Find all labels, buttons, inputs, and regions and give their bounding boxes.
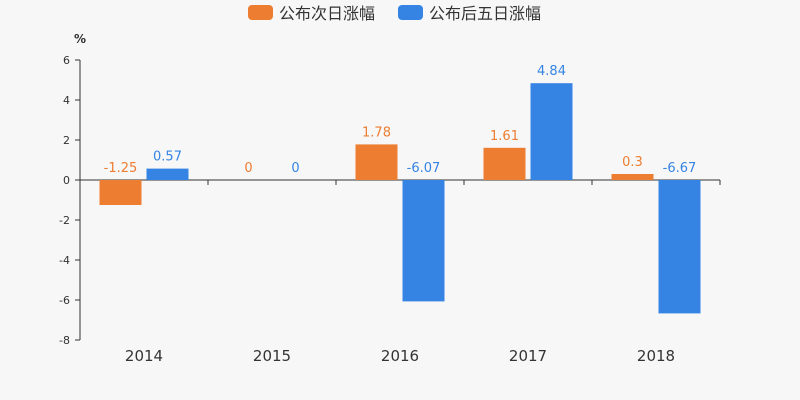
data-label-series-1: 0 bbox=[244, 161, 252, 176]
data-label-series-2: -6.67 bbox=[663, 161, 697, 176]
legend-swatch bbox=[248, 5, 273, 20]
legend-item-series-1[interactable]: 公布次日涨幅 bbox=[248, 4, 375, 23]
bar-series-1[interactable] bbox=[99, 180, 142, 205]
data-labels: -1.25 0.57 0 0 1.78 -6.07 1.61 4.84 0.3 -6.67 bbox=[104, 64, 697, 176]
x-tick-label: 2018 bbox=[637, 347, 675, 365]
data-label-series-1: 1.78 bbox=[362, 125, 391, 140]
y-tick-label: -4 bbox=[59, 254, 70, 267]
y-tick-label: -8 bbox=[59, 334, 70, 347]
bar-series-2[interactable] bbox=[658, 180, 701, 314]
y-tick-label: -6 bbox=[59, 294, 70, 307]
data-label-series-1: -1.25 bbox=[104, 161, 138, 176]
data-label-series-1: 1.61 bbox=[490, 129, 519, 144]
legend-label: 公布后五日涨幅 bbox=[429, 4, 541, 23]
data-label-series-2: 4.84 bbox=[537, 64, 566, 79]
bar-series-2[interactable] bbox=[530, 83, 573, 180]
x-tick-label: 2015 bbox=[253, 347, 291, 365]
legend-item-series-2[interactable]: 公布后五日涨幅 bbox=[398, 4, 541, 23]
bar-series-1[interactable] bbox=[611, 174, 654, 180]
bar-series-2[interactable] bbox=[402, 180, 445, 302]
legend-label: 公布次日涨幅 bbox=[279, 4, 375, 23]
bar-series-1[interactable] bbox=[483, 147, 526, 180]
y-tick-label: 4 bbox=[63, 94, 70, 107]
data-label-series-2: 0 bbox=[291, 161, 299, 176]
x-tick-label: 2017 bbox=[509, 347, 547, 365]
y-axis: 6 4 2 0 -2 -4 -6 -8 bbox=[59, 54, 81, 347]
legend-swatch bbox=[398, 5, 423, 20]
x-tick-label: 2016 bbox=[381, 347, 419, 365]
data-label-series-2: 0.57 bbox=[153, 150, 182, 165]
legend[interactable]: 公布次日涨幅 公布后五日涨幅 bbox=[248, 4, 541, 23]
x-axis: 2014 2015 2016 2017 2018 bbox=[79, 179, 721, 365]
y-tick-label: 0 bbox=[63, 174, 70, 187]
x-tick-label: 2014 bbox=[125, 347, 163, 365]
data-label-series-1: 0.3 bbox=[622, 155, 643, 170]
data-label-series-2: -6.07 bbox=[407, 161, 441, 176]
y-axis-unit-label: % bbox=[74, 32, 86, 46]
y-tick-label: 6 bbox=[63, 54, 70, 67]
bar-series-1[interactable] bbox=[355, 144, 398, 180]
y-tick-label: -2 bbox=[59, 214, 70, 227]
bar-series-2[interactable] bbox=[146, 168, 189, 180]
y-tick-label: 2 bbox=[63, 134, 70, 147]
bars bbox=[99, 83, 701, 314]
